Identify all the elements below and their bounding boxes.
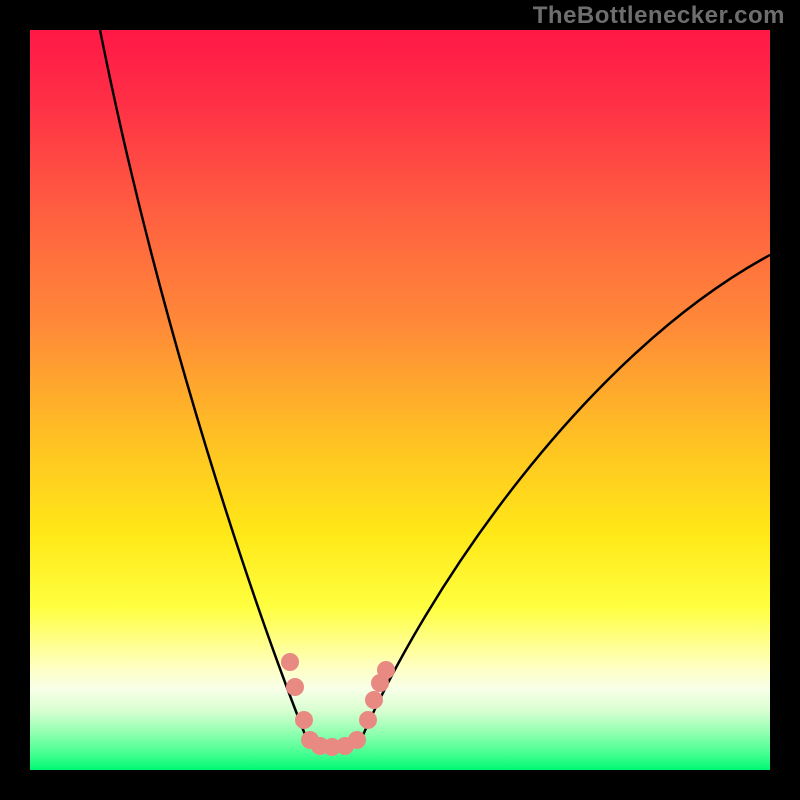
data-point	[365, 691, 383, 709]
chart-container: TheBottlenecker.com	[0, 0, 800, 800]
plot-area	[30, 30, 770, 770]
data-point	[359, 711, 377, 729]
data-point	[281, 653, 299, 671]
watermark-text: TheBottlenecker.com	[533, 2, 785, 30]
data-point	[348, 731, 366, 749]
data-point	[377, 661, 395, 679]
chart-svg	[30, 30, 770, 770]
data-point	[295, 711, 313, 729]
data-point	[286, 678, 304, 696]
